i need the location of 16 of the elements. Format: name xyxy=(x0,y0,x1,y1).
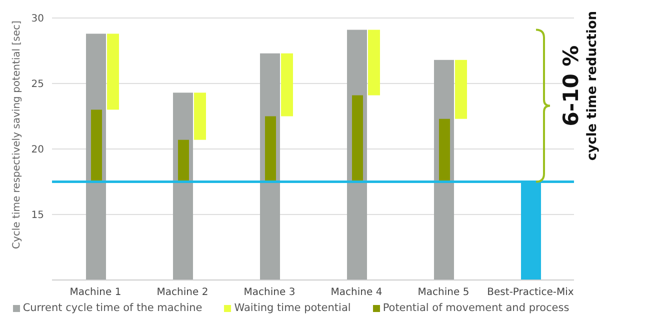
x-tick-label: Machine 2 xyxy=(156,287,208,298)
y-axis-title: Cycle time respectively saving potential [sec] xyxy=(12,20,23,249)
x-tick-label: Machine 4 xyxy=(330,287,382,298)
y-tick-label: 30 xyxy=(31,14,44,25)
legend-label: Waiting time potential xyxy=(233,302,351,314)
y-tick-label: 20 xyxy=(31,144,44,156)
legend-label: Potential of movement and process xyxy=(382,302,570,314)
y-tick-label: 25 xyxy=(31,79,44,90)
legend-label: Current cycle time of the machine xyxy=(22,302,202,314)
x-tick-label: Machine 3 xyxy=(244,287,296,298)
y-tick-label: 15 xyxy=(31,210,44,222)
x-tick-label: Best-Practice-Mix xyxy=(487,287,574,298)
annotation: 6-10 % xyxy=(559,45,583,126)
text: cycle time reduction xyxy=(585,10,600,161)
x-tick-label: Machine 5 xyxy=(418,287,470,298)
x-tick-label: Machine 1 xyxy=(70,287,122,298)
